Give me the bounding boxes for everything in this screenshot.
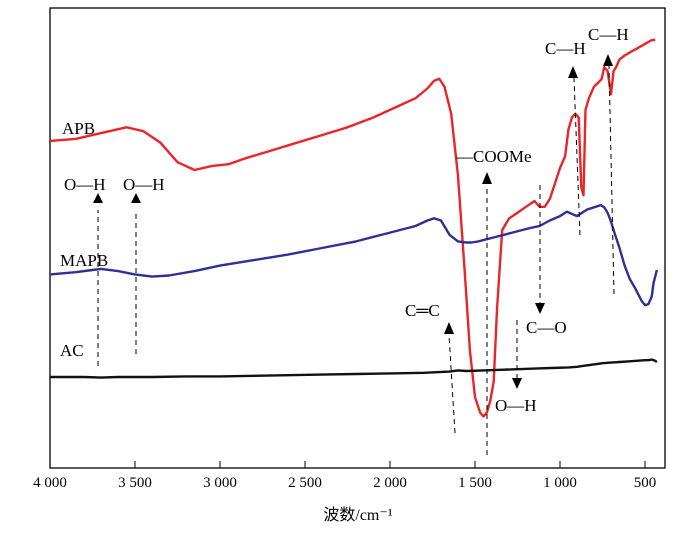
annotation-co: C—O: [526, 318, 567, 337]
series-label-ac: AC: [60, 341, 84, 360]
x-tick-label: 1 000: [543, 475, 577, 491]
annotation-dashed-line: [608, 65, 615, 295]
annotation-ch-700: C—H: [588, 25, 629, 44]
x-tick-label: 3 000: [203, 475, 237, 491]
annotation-arrowhead: [512, 378, 522, 389]
x-tick-label: 500: [634, 475, 657, 491]
annotation-oh-1250: O—H: [495, 396, 537, 415]
annotation-arrowhead: [603, 54, 613, 66]
x-axis-ticks: [49, 461, 646, 468]
x-tick-label: 2 000: [373, 475, 407, 491]
x-axis-label: 波数/cm⁻¹: [323, 506, 392, 524]
x-tick-label: 2 500: [288, 475, 322, 491]
series-layer: [49, 38, 659, 418]
annotation-arrowhead: [535, 303, 545, 314]
annotation-arrowhead: [482, 172, 492, 184]
series-labels: APB MAPB AC: [60, 119, 108, 360]
series-label-mapb: MAPB: [60, 251, 108, 270]
annotation-dashed-line: [573, 77, 581, 236]
series-label-apb: APB: [62, 119, 95, 138]
series-line-mapb: [49, 203, 659, 307]
annotation-arrowhead: [444, 322, 454, 334]
x-tick-label: 3 500: [118, 475, 152, 491]
annotation-oh-3720: O—H: [64, 175, 106, 194]
annotation-cc-double: C═C: [405, 301, 440, 320]
annotation-labels: O—H O—H —COOMe C—H C—H C═C C—O O—H: [64, 25, 629, 415]
annotation-oh-3490: O—H: [123, 175, 165, 194]
annotation-coome: —COOMe: [455, 147, 532, 166]
x-tick-label: 4 000: [33, 475, 67, 491]
x-tick-label: 1 500: [458, 475, 492, 491]
plot-frame: [49, 7, 666, 469]
annotation-arrowhead: [93, 193, 103, 203]
annotation-lines: [93, 54, 615, 455]
series-line-apb: [49, 38, 656, 418]
series-line-ac: [50, 358, 658, 379]
annotation-arrowhead: [568, 66, 578, 78]
annotation-dashed-line: [448, 334, 456, 434]
annotation-arrowhead: [131, 193, 141, 203]
x-tick-labels: 4 000 3 500 3 000 2 500 2 000 1 500 1 00…: [33, 475, 656, 491]
annotation-ch-880: C—H: [545, 39, 586, 58]
